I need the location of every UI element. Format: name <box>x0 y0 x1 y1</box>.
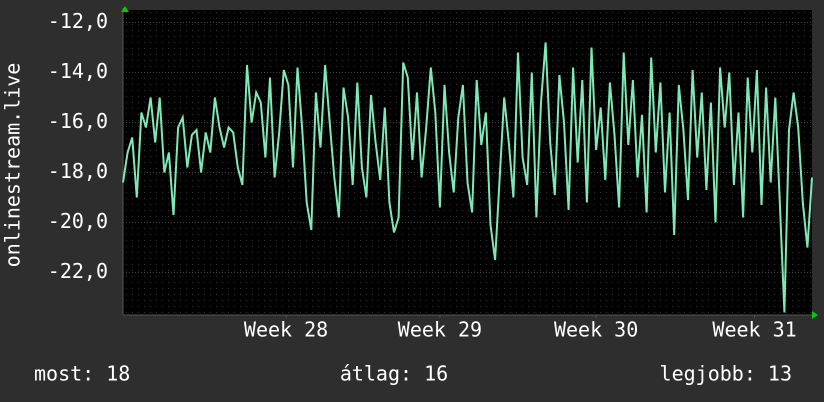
y-axis-label: onlinestream.live <box>1 63 25 268</box>
y-tick-label: -20,0 <box>48 209 108 233</box>
x-tick-label: Week 30 <box>554 318 638 342</box>
axis-arrow <box>121 6 129 12</box>
y-tick-label: -16,0 <box>48 109 108 133</box>
footer-text: legjobb: 13 <box>660 362 792 386</box>
y-tick-label: -14,0 <box>48 59 108 83</box>
footer-text: most: 18 <box>34 362 130 386</box>
y-tick-label: -18,0 <box>48 159 108 183</box>
y-tick-label: -22,0 <box>48 259 108 283</box>
x-tick-label: Week 28 <box>244 318 328 342</box>
data-line <box>122 42 813 313</box>
y-tick-label: -12,0 <box>48 9 108 33</box>
axis-arrow <box>812 311 818 319</box>
x-tick-label: Week 29 <box>398 318 482 342</box>
x-tick-label: Week 31 <box>712 318 796 342</box>
footer-text: átlag: 16 <box>340 362 448 386</box>
